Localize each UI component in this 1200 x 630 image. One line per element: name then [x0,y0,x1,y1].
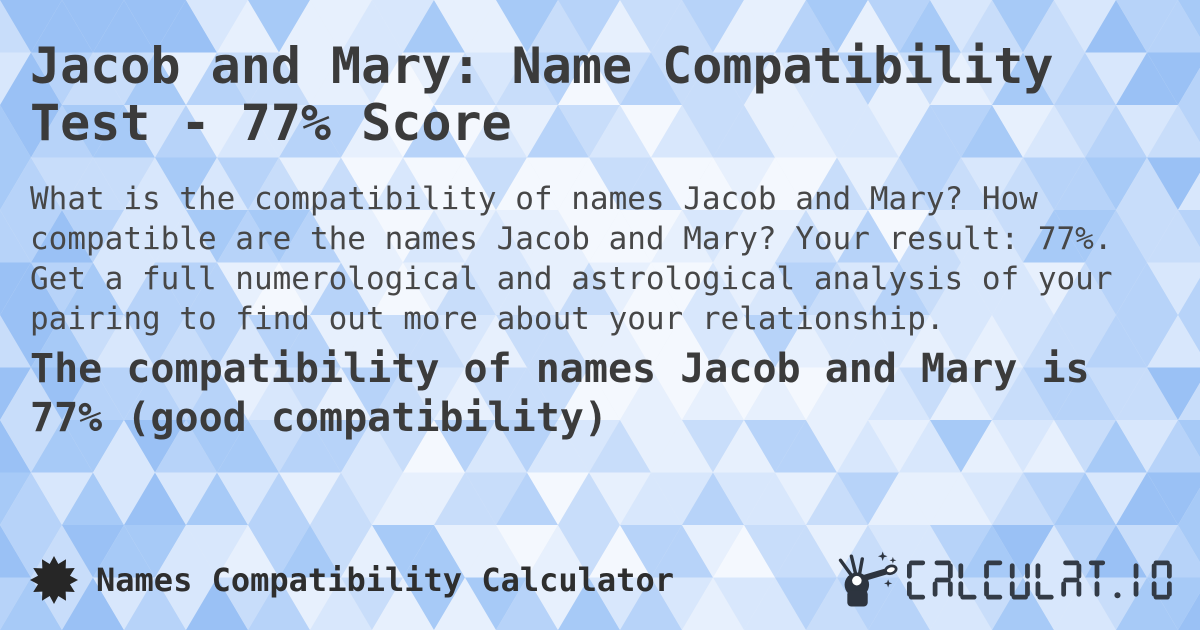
calculatio-wordmark [907,560,1172,600]
page-description: What is the compatibility of names Jacob… [30,181,1113,337]
brand-label: Names Compatibility Calculator [96,561,674,599]
brand: Names Compatibility Calculator [30,556,674,604]
calculatio-logo [831,549,1172,611]
starburst-icon [30,556,78,604]
magic-wand-icon [839,551,898,607]
compatibility-result-heading: The compatibility of names Jacob and Mar… [30,346,1090,441]
footer: Names Compatibility Calculator [30,542,1172,618]
page-title: Jacob and Mary: Name Compatibility Test … [30,37,1054,152]
